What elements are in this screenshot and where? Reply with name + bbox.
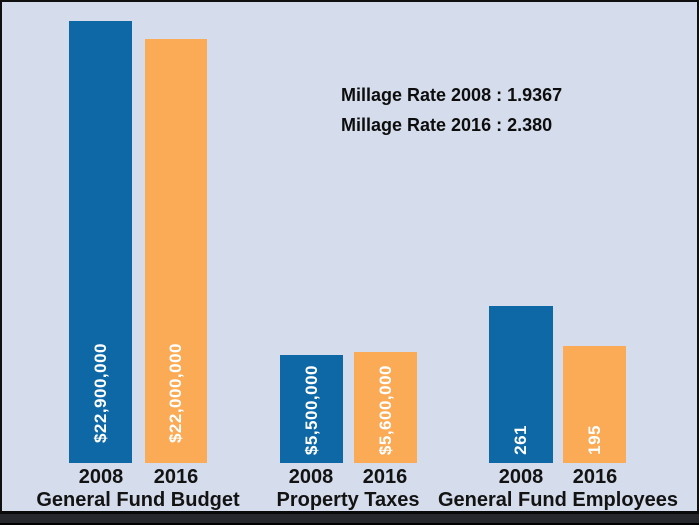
- millage-annotation: Millage Rate 2008 : 1.9367 Millage Rate …: [341, 80, 562, 140]
- bar-property-taxes-2008: $5,500,000: [280, 355, 343, 463]
- bar-value-label: 261: [511, 425, 530, 455]
- bar-property-taxes-2016: $5,600,000: [354, 352, 417, 463]
- bar-value-label: $5,600,000: [375, 364, 395, 455]
- bottom-strip: [0, 511, 699, 525]
- millage-annotation-line-2008: Millage Rate 2008 : 1.9367: [341, 85, 563, 105]
- tick-label-gfb-2008: 2008: [78, 466, 124, 488]
- tick-label-pt-2016: 2016: [362, 466, 408, 488]
- bar-general-fund-employees-2008: 261: [489, 306, 553, 463]
- bar-value-label: 195: [584, 425, 604, 455]
- bar-value-label: $22,000,000: [166, 342, 185, 443]
- bar-value-label: $22,900,000: [90, 342, 110, 443]
- tick-label-pt-2008: 2008: [288, 466, 334, 488]
- bar-general-fund-employees-2016: 195: [563, 346, 626, 463]
- bar-general-fund-budget-2016: $22,000,000: [145, 39, 207, 463]
- millage-annotation-line-2016: Millage Rate 2016 : 2.380: [341, 115, 553, 135]
- tick-label-gfe-2008: 2008: [498, 466, 544, 488]
- bar-general-fund-budget-2008: $22,900,000: [69, 21, 132, 463]
- tick-label-gfb-2016: 2016: [153, 466, 199, 488]
- group-label-general-fund-budget: General Fund Budget: [36, 489, 240, 511]
- tick-label-gfe-2016: 2016: [572, 466, 618, 488]
- bar-value-label: $5,500,000: [301, 364, 321, 455]
- group-label-general-fund-employees: General Fund Employees: [437, 489, 679, 511]
- group-label-property-taxes: Property Taxes: [276, 489, 420, 511]
